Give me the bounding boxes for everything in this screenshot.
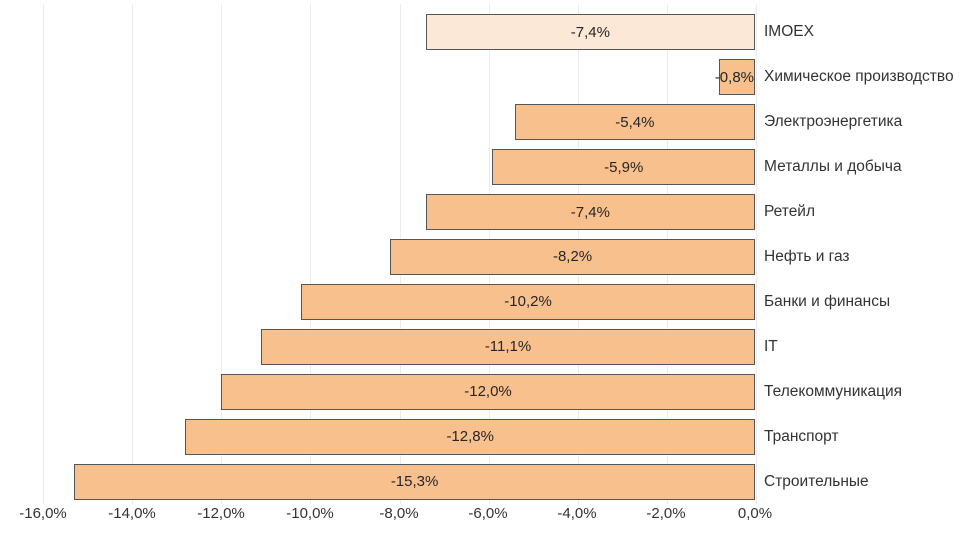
bar-value-label: -10,2%: [504, 293, 552, 311]
bar: -8,2%: [390, 238, 755, 275]
bar-row: -8,2% Нефть и газ: [43, 235, 850, 280]
category-label: Ретейл: [764, 203, 816, 221]
bar-row: -12,8% Транспорт: [43, 414, 839, 459]
gridline: [132, 4, 134, 504]
gridline: [310, 4, 312, 504]
category-label: Телекоммуникация: [764, 382, 903, 400]
bar-value-label: -12,8%: [446, 428, 494, 446]
bar: -0,8%: [715, 59, 755, 96]
gridline: [221, 4, 223, 504]
bars: -7,4% IMOEX -0,8% Химическое производство -5…: [43, 10, 954, 504]
bar: -10,2%: [301, 283, 755, 320]
x-axis-tick-label: -10,0%: [286, 505, 334, 522]
bar: -5,4%: [514, 104, 755, 141]
category-label: Банки и финансы: [764, 292, 891, 310]
bar-row: -15,3% Строительные: [43, 459, 869, 504]
category-label: Строительные: [764, 472, 869, 490]
bar-value-label: -8,2%: [552, 248, 593, 266]
gridline: [756, 4, 757, 504]
category-label: Химическое производство: [764, 68, 954, 86]
x-axis: -16,0% -14,0% -12,0% -10,0% -8,0% -6,0% -4,0% -…: [19, 505, 772, 525]
category-label: IMOEX: [764, 23, 814, 41]
bar: -12,8%: [185, 418, 755, 455]
bar: -11,1%: [261, 328, 755, 365]
category-label: IT: [764, 337, 778, 355]
bar: -5,9%: [492, 149, 755, 186]
bar-value-label: -15,3%: [390, 473, 439, 491]
bar-value-label: -5,9%: [604, 158, 644, 176]
category-label: Транспорт: [764, 427, 839, 445]
category-label: Нефть и газ: [764, 247, 850, 265]
x-axis-tick-label: -4,0%: [557, 505, 597, 522]
category-label: Металлы и добыча: [764, 158, 902, 176]
bar: -12,0%: [221, 373, 755, 410]
bar-row: -0,8% Химическое производство: [43, 55, 954, 100]
bar-value-label: -7,4%: [570, 23, 610, 41]
bar: -7,4%: [425, 194, 755, 231]
x-axis-tick-label: -12,0%: [197, 505, 245, 522]
bar-row: -7,4% IMOEX: [43, 10, 814, 55]
x-axis-tick-label: -8,0%: [379, 505, 419, 522]
bar-value-label: -5,4%: [615, 113, 655, 131]
x-axis-tick-label: -2,0%: [646, 505, 686, 522]
bar-value-label: -11,1%: [484, 338, 532, 356]
x-axis-tick-label: -14,0%: [108, 505, 156, 522]
x-axis-tick-label: -6,0%: [468, 505, 508, 522]
bar-value-label: -12,0%: [464, 383, 512, 401]
bar-row: -5,9% Металлы и добыча: [43, 145, 902, 190]
bar-row: -5,4% Электроэнергетика: [43, 100, 902, 145]
bar-row: -12,0% Телекоммуникация: [43, 369, 902, 414]
bar-value-label: -0,8%: [714, 68, 754, 86]
x-axis-tick-label: 0,0%: [737, 505, 773, 522]
bar: -15,3%: [74, 463, 755, 500]
bar: -7,4%: [425, 14, 755, 51]
gridline: [43, 4, 44, 504]
bar-value-label: -7,4%: [570, 203, 610, 221]
category-label: Электроэнергетика: [764, 113, 903, 131]
bar-row: -11,1% IT: [43, 324, 778, 369]
bar-row: -10,2% Банки и финансы: [43, 279, 890, 324]
x-axis-tick-label: -16,0%: [19, 505, 67, 522]
bar-row: -7,4% Ретейл: [43, 190, 815, 235]
